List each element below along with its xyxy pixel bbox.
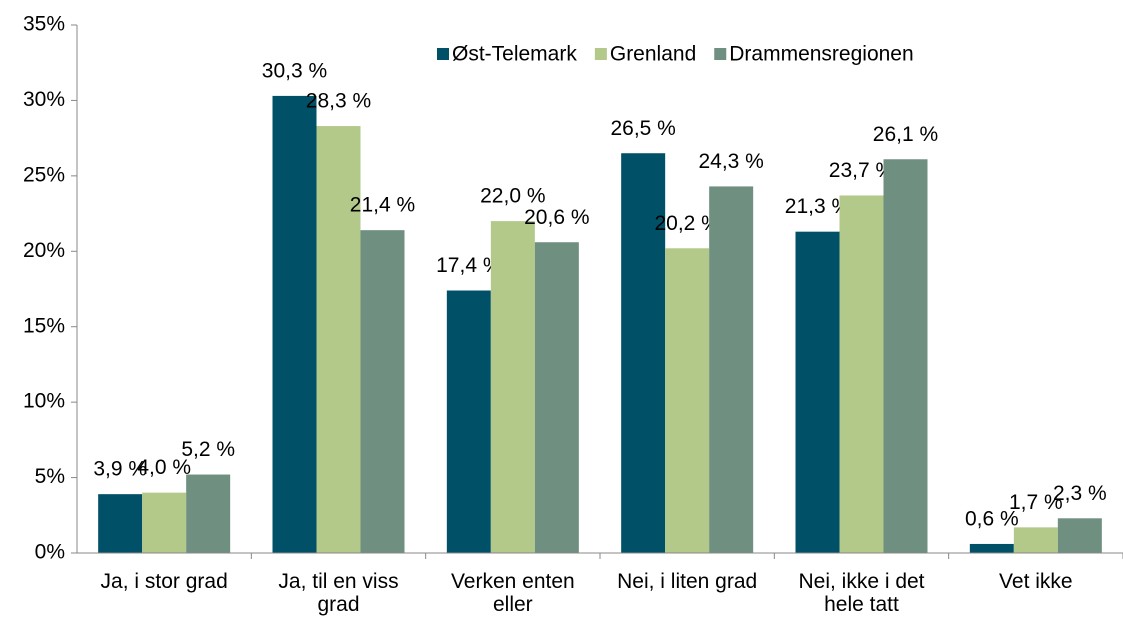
value-label: 1,7 % bbox=[1009, 491, 1063, 514]
bar bbox=[1013, 527, 1058, 553]
y-tick-label: 20% bbox=[23, 239, 65, 262]
value-label: 17,4 % bbox=[436, 254, 501, 277]
x-tick-label: Nei, i liten grad bbox=[617, 570, 758, 593]
y-tick-label: 25% bbox=[23, 163, 65, 186]
value-label: 20,2 % bbox=[654, 212, 719, 235]
bar bbox=[446, 290, 491, 553]
legend-swatch bbox=[594, 48, 607, 60]
bar bbox=[883, 159, 928, 553]
bar bbox=[316, 126, 361, 554]
value-label: 20,6 % bbox=[524, 206, 589, 229]
bar bbox=[795, 231, 840, 553]
value-label: 23,7 % bbox=[829, 159, 894, 182]
value-label: 30,3 % bbox=[262, 59, 327, 82]
value-label: 0,6 % bbox=[965, 507, 1019, 530]
legend-label: Drammensregionen bbox=[729, 43, 913, 66]
value-label: 22,0 % bbox=[480, 185, 545, 208]
value-label: 21,4 % bbox=[350, 194, 415, 217]
legend-label: Øst-Telemark bbox=[452, 43, 577, 66]
bar bbox=[709, 186, 754, 553]
legend-swatch bbox=[714, 48, 727, 60]
bar bbox=[1057, 518, 1102, 553]
value-label: 26,5 % bbox=[610, 117, 675, 140]
y-tick-label: 15% bbox=[23, 314, 65, 337]
y-tick-label: 35% bbox=[23, 13, 65, 36]
value-label: 3,9 % bbox=[93, 458, 147, 481]
x-tick-label: Verken enten eller bbox=[450, 570, 575, 616]
x-tick-label: Vet ikke bbox=[999, 570, 1073, 593]
bar bbox=[969, 543, 1014, 553]
bar bbox=[142, 492, 187, 553]
bar bbox=[665, 248, 710, 554]
y-tick-label: 5% bbox=[35, 465, 65, 488]
value-label: 2,3 % bbox=[1053, 482, 1107, 505]
y-tick-label: 30% bbox=[23, 88, 65, 111]
bar bbox=[490, 221, 535, 553]
bar bbox=[186, 474, 231, 553]
bar bbox=[621, 153, 666, 553]
value-label: 21,3 % bbox=[785, 195, 850, 218]
y-tick-label: 0% bbox=[35, 541, 65, 564]
value-label: 5,2 % bbox=[181, 438, 235, 461]
x-tick-label: Nei, ikke i det hele tatt bbox=[798, 570, 925, 616]
bar bbox=[839, 195, 884, 553]
legend-swatch bbox=[437, 48, 449, 60]
x-tick-label: Ja, til en viss grad bbox=[278, 570, 399, 616]
value-label: 28,3 % bbox=[306, 90, 371, 113]
value-label: 4,0 % bbox=[137, 456, 191, 479]
y-tick-label: 10% bbox=[23, 390, 65, 413]
value-label: 24,3 % bbox=[698, 150, 763, 173]
legend-label: Grenland bbox=[610, 43, 696, 66]
x-tick-label: Ja, i stor grad bbox=[100, 570, 228, 593]
value-label: 26,1 % bbox=[873, 123, 938, 146]
bar bbox=[272, 95, 317, 553]
bar bbox=[98, 494, 143, 553]
bar bbox=[534, 242, 579, 553]
bar bbox=[360, 230, 405, 553]
